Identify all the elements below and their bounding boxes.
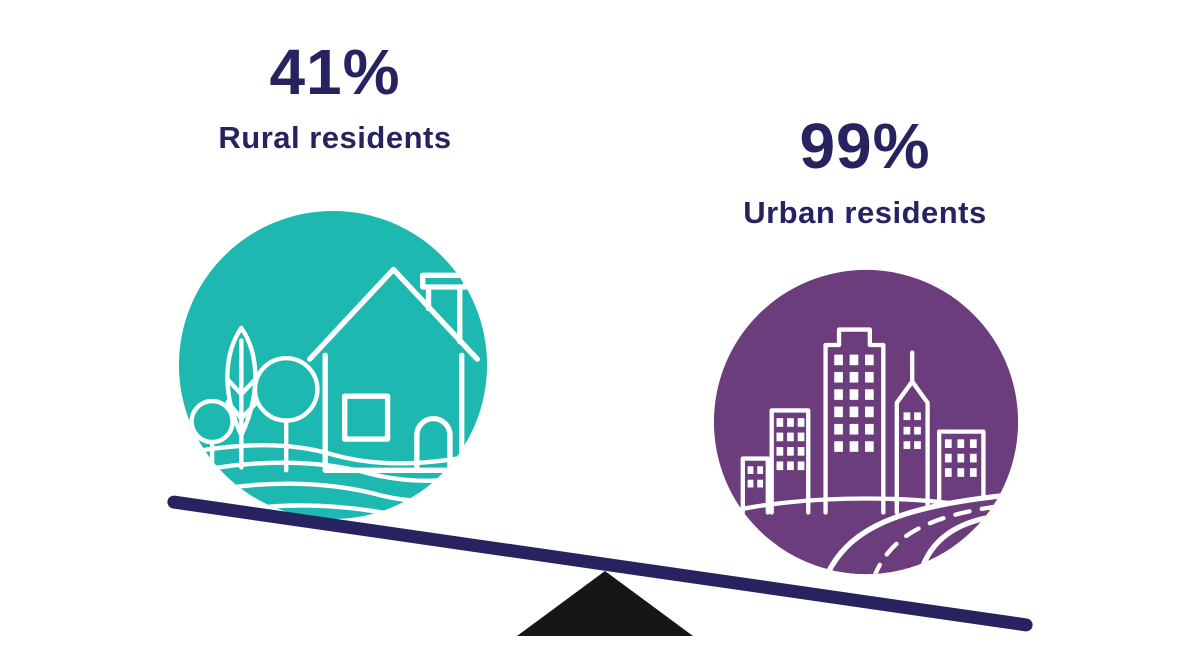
urban-label: Urban residents [743,195,987,230]
urban-icon [712,268,1020,576]
seesaw-fulcrum-icon [517,571,693,636]
rural-label: Rural residents [218,120,452,155]
urban-circle-background [713,269,1019,575]
rural-percent-value: 41% [269,36,401,108]
urban-skyline-road-icon [713,269,1019,575]
urban-percent-value: 99% [799,110,931,182]
building-windows [747,354,977,488]
rural-house-farm-icon [178,210,488,520]
house-icon [306,266,480,473]
rural-icon [177,209,489,521]
